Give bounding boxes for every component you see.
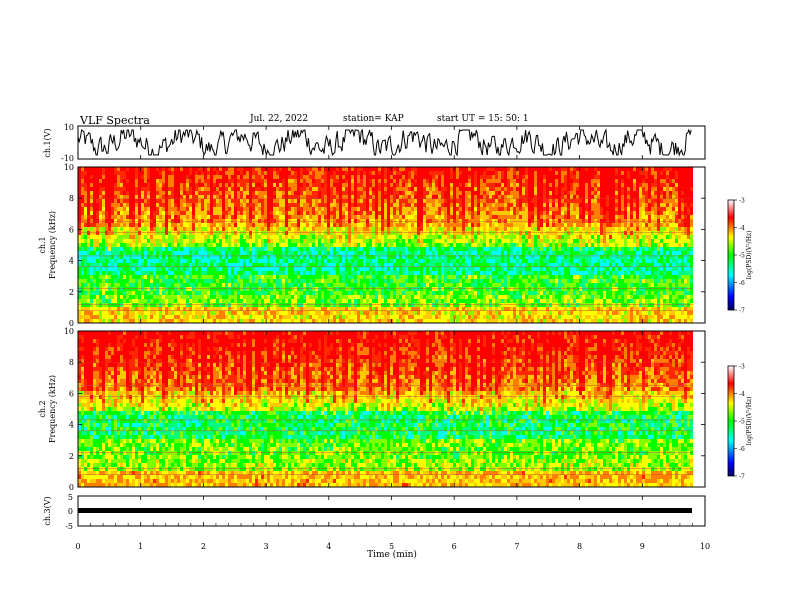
ch2-spectrogram-ylabel-line2: Frequency (kHz) — [48, 375, 57, 443]
freq-tick-label-4: 4 — [69, 421, 74, 430]
colorbar-tick-label: -3 — [739, 198, 745, 205]
freq-tick-label-6: 6 — [69, 225, 74, 234]
x-axis-label: Time (min) — [367, 549, 417, 560]
ch3-ytick-top: 5 — [68, 493, 73, 502]
x-tick-label-9: 9 — [640, 542, 645, 551]
freq-tick-label-10: 10 — [64, 327, 74, 336]
freq-tick-label-2: 2 — [69, 452, 74, 461]
ch3-waveform-panel: 5 0 -5 ch.3(V) 0 1 2 3 4 5 6 7 8 9 10 Time (min) — [43, 126, 710, 560]
colorbar-tick-label: -7 — [739, 474, 745, 481]
colorbar-ch2-label: log(PSD)(V²/Hz) — [746, 397, 753, 446]
colorbar-tick-label: -4 — [739, 391, 745, 398]
colorbar-tick-label: -3 — [739, 364, 745, 371]
ch1-waveform-ylabel: ch.1(V) — [43, 128, 52, 157]
colorbar-tick-label: -5 — [739, 253, 745, 260]
colorbar-tick-label: -5 — [739, 419, 745, 426]
colorbar-tick-label: -6 — [739, 446, 745, 453]
x-tick-label-10: 10 — [700, 542, 710, 551]
x-tick-label-1: 1 — [138, 542, 143, 551]
x-tick-label-3: 3 — [264, 542, 269, 551]
ch3-waveform-ylabel: ch.3(V) — [43, 496, 52, 525]
ch1-ytick-bottom: -10 — [61, 154, 74, 163]
ch1-waveform-panel: 10 -10 ch.1(V) — [43, 123, 706, 163]
ch3-ytick-bottom: -5 — [65, 522, 73, 531]
colorbar-ch2-gradient — [727, 365, 735, 477]
x-tick-label-4: 4 — [326, 542, 331, 551]
ch1-ytick-top: 10 — [64, 123, 74, 132]
ch1-spectrogram-ylabel-line2: Frequency (kHz) — [48, 211, 57, 279]
ch2-spectrogram-panel: 0 2 4 6 8 10 ch.2 Frequency (kHz) — [38, 327, 706, 492]
x-tick-label-0: 0 — [75, 542, 80, 551]
colorbar-ch2: -3 -4 -5 -6 -7 log(PSD)(V²/Hz) — [727, 364, 753, 481]
chart-title: VLF Spectra — [80, 114, 150, 127]
freq-tick-label-8: 8 — [69, 194, 74, 203]
colorbar-ch1-gradient — [727, 199, 735, 311]
freq-tick-label-0: 0 — [69, 319, 74, 328]
x-tick-label-6: 6 — [452, 542, 457, 551]
header-station: station= KAP — [343, 114, 404, 124]
freq-tick-label-2: 2 — [69, 288, 74, 297]
ch2-spectrogram-image — [78, 331, 705, 488]
ch3-ytick-mid: 0 — [68, 507, 73, 516]
x-tick-label-7: 7 — [514, 542, 519, 551]
ch1-spectrogram-ylabel-line1: ch.1 — [38, 236, 47, 253]
x-tick-label-8: 8 — [577, 542, 582, 551]
header-date: Jul. 22, 2022 — [250, 114, 309, 124]
colorbar-tick-label: -6 — [739, 280, 745, 287]
colorbar-ch1: -3 -4 -5 -6 -7 log(PSD)(V²/Hz) — [727, 198, 753, 315]
ch1-spectrogram-panel: 0 2 4 6 8 10 ch.1 Frequency (kHz) — [38, 163, 706, 328]
colorbar-ch1-label: log(PSD)(V²/Hz) — [746, 231, 753, 280]
colorbar-tick-label: -4 — [739, 225, 745, 232]
freq-tick-label-6: 6 — [69, 389, 74, 398]
freq-tick-label-0: 0 — [69, 483, 74, 492]
x-tick-label-5: 5 — [389, 542, 394, 551]
header-start-ut: start UT = 15: 50: 1 — [437, 114, 529, 124]
ch1-spectrogram-image — [78, 167, 705, 324]
freq-tick-label-10: 10 — [64, 163, 74, 172]
freq-tick-label-8: 8 — [69, 358, 74, 367]
freq-tick-label-4: 4 — [69, 257, 74, 266]
x-tick-label-2: 2 — [201, 542, 206, 551]
colorbar-tick-label: -7 — [739, 308, 745, 315]
ch3-waveform-line — [78, 508, 692, 513]
ch2-spectrogram-ylabel-line1: ch.2 — [38, 400, 47, 417]
ch1-waveform-line — [77, 128, 692, 157]
